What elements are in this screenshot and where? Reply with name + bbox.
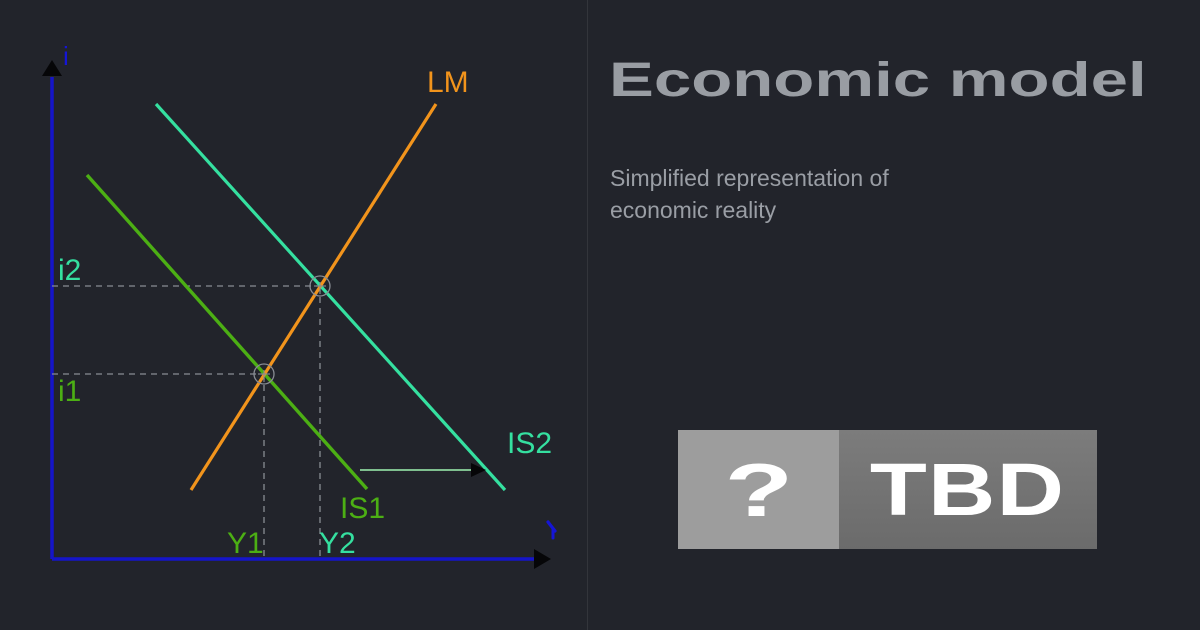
svg-text:IS1: IS1 bbox=[340, 492, 385, 525]
svg-text:i1: i1 bbox=[58, 375, 81, 408]
svg-text:i2: i2 bbox=[58, 254, 81, 287]
svg-text:Y1: Y1 bbox=[227, 527, 264, 560]
svg-text:LM: LM bbox=[427, 66, 469, 99]
svg-text:i: i bbox=[63, 41, 69, 71]
svg-text:IS2: IS2 bbox=[507, 427, 552, 460]
svg-text:Y2: Y2 bbox=[319, 527, 356, 560]
